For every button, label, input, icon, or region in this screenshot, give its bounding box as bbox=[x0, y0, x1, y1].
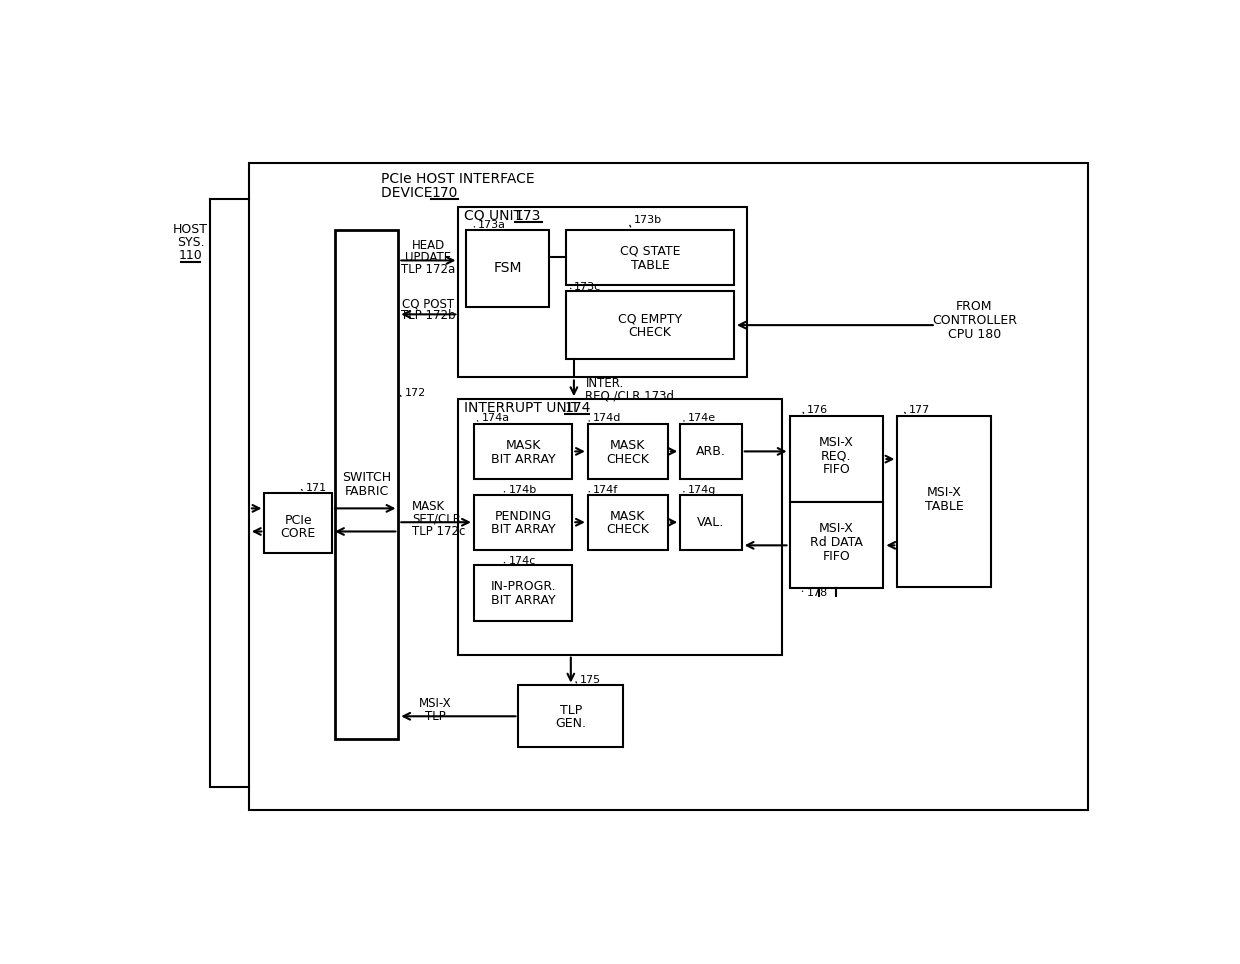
Text: INTER.: INTER. bbox=[585, 377, 624, 390]
Text: TABLE: TABLE bbox=[631, 258, 670, 272]
Bar bbox=[474, 565, 573, 621]
Text: 174g: 174g bbox=[688, 485, 717, 495]
Text: MASK: MASK bbox=[610, 510, 646, 522]
Text: TABLE: TABLE bbox=[925, 500, 963, 514]
Text: CQ STATE: CQ STATE bbox=[620, 245, 681, 257]
Text: 174b: 174b bbox=[508, 485, 537, 495]
Text: CONTROLLER: CONTROLLER bbox=[931, 314, 1017, 327]
Text: FSM: FSM bbox=[494, 261, 522, 275]
Text: 174e: 174e bbox=[688, 414, 715, 423]
Text: 174c: 174c bbox=[508, 555, 536, 566]
Bar bbox=[567, 291, 734, 359]
Text: MASK: MASK bbox=[506, 439, 541, 452]
Text: SET/CLR: SET/CLR bbox=[412, 513, 461, 525]
Text: Rd DATA: Rd DATA bbox=[810, 536, 863, 549]
Text: IN-PROGR.: IN-PROGR. bbox=[490, 580, 556, 594]
Text: MASK: MASK bbox=[412, 500, 445, 514]
Text: CHECK: CHECK bbox=[606, 523, 650, 536]
Bar bbox=[249, 164, 1089, 810]
Bar bbox=[681, 495, 742, 549]
Text: 174: 174 bbox=[564, 401, 591, 415]
Text: 173c: 173c bbox=[574, 281, 601, 292]
Text: 176: 176 bbox=[807, 405, 828, 415]
Text: MSI-X: MSI-X bbox=[820, 522, 854, 535]
Bar bbox=[518, 685, 624, 747]
Text: FABRIC: FABRIC bbox=[345, 485, 389, 498]
Text: FIFO: FIFO bbox=[822, 549, 851, 563]
Bar bbox=[790, 502, 883, 588]
Text: REQ.: REQ. bbox=[821, 449, 852, 463]
Text: HOST: HOST bbox=[172, 223, 208, 236]
Text: 173b: 173b bbox=[634, 215, 662, 226]
Text: UPDATE: UPDATE bbox=[405, 251, 451, 264]
Text: VAL.: VAL. bbox=[697, 516, 724, 528]
Text: 178: 178 bbox=[806, 588, 827, 598]
Text: 170: 170 bbox=[432, 186, 458, 200]
Bar bbox=[474, 495, 573, 549]
Bar bbox=[474, 424, 573, 479]
Text: ARB.: ARB. bbox=[696, 445, 725, 458]
Text: 173: 173 bbox=[515, 209, 541, 223]
Bar bbox=[588, 424, 668, 479]
Text: GEN.: GEN. bbox=[556, 717, 587, 731]
Text: CQ UNIT: CQ UNIT bbox=[464, 209, 526, 223]
Text: MSI-X: MSI-X bbox=[820, 436, 854, 448]
Text: 175: 175 bbox=[580, 675, 601, 685]
Bar bbox=[264, 493, 332, 553]
Text: 174a: 174a bbox=[481, 414, 510, 423]
Text: MASK: MASK bbox=[610, 439, 646, 452]
Bar bbox=[459, 206, 748, 378]
Bar bbox=[898, 416, 991, 587]
Text: 174d: 174d bbox=[593, 414, 621, 423]
Bar bbox=[681, 424, 742, 479]
Text: TLP 172c: TLP 172c bbox=[412, 525, 465, 538]
Text: MSI-X: MSI-X bbox=[926, 487, 962, 499]
Text: TLP 172b: TLP 172b bbox=[401, 309, 455, 322]
Text: MSI-X: MSI-X bbox=[419, 698, 451, 710]
Bar bbox=[567, 229, 734, 285]
Text: CPU 180: CPU 180 bbox=[947, 328, 1001, 341]
Text: SYS.: SYS. bbox=[176, 236, 205, 250]
Text: 177: 177 bbox=[909, 405, 930, 415]
Text: CQ EMPTY: CQ EMPTY bbox=[618, 312, 682, 326]
Text: 174f: 174f bbox=[593, 485, 619, 495]
Text: 173a: 173a bbox=[477, 220, 506, 230]
Text: FIFO: FIFO bbox=[822, 464, 851, 476]
Text: REQ./CLR 173d: REQ./CLR 173d bbox=[585, 389, 675, 402]
Bar bbox=[790, 416, 883, 502]
Text: TLP: TLP bbox=[559, 704, 582, 716]
Bar bbox=[466, 229, 549, 307]
Bar bbox=[459, 399, 781, 655]
Text: TLP: TLP bbox=[425, 710, 445, 723]
Text: FROM: FROM bbox=[956, 300, 992, 313]
Text: 172: 172 bbox=[404, 388, 425, 398]
Text: BIT ARRAY: BIT ARRAY bbox=[491, 453, 556, 466]
Text: 171: 171 bbox=[306, 483, 327, 493]
Text: BIT ARRAY: BIT ARRAY bbox=[491, 523, 556, 536]
Text: DEVICE: DEVICE bbox=[382, 186, 438, 200]
Text: CHECK: CHECK bbox=[606, 453, 650, 466]
Text: CORE: CORE bbox=[280, 526, 316, 540]
Text: CHECK: CHECK bbox=[629, 327, 672, 339]
Text: BIT ARRAY: BIT ARRAY bbox=[491, 594, 556, 607]
Bar bbox=[335, 229, 398, 739]
Text: CQ POST: CQ POST bbox=[402, 297, 454, 310]
Text: PCIe: PCIe bbox=[284, 514, 312, 527]
Text: INTERRUPT UNIT: INTERRUPT UNIT bbox=[464, 401, 583, 415]
Text: TLP 172a: TLP 172a bbox=[402, 263, 455, 276]
Text: SWITCH: SWITCH bbox=[342, 471, 392, 484]
Bar bbox=[588, 495, 668, 549]
Text: 110: 110 bbox=[179, 250, 202, 262]
Text: HEAD: HEAD bbox=[412, 238, 445, 252]
Text: PCIe HOST INTERFACE: PCIe HOST INTERFACE bbox=[382, 172, 534, 186]
Text: PENDING: PENDING bbox=[495, 510, 552, 522]
